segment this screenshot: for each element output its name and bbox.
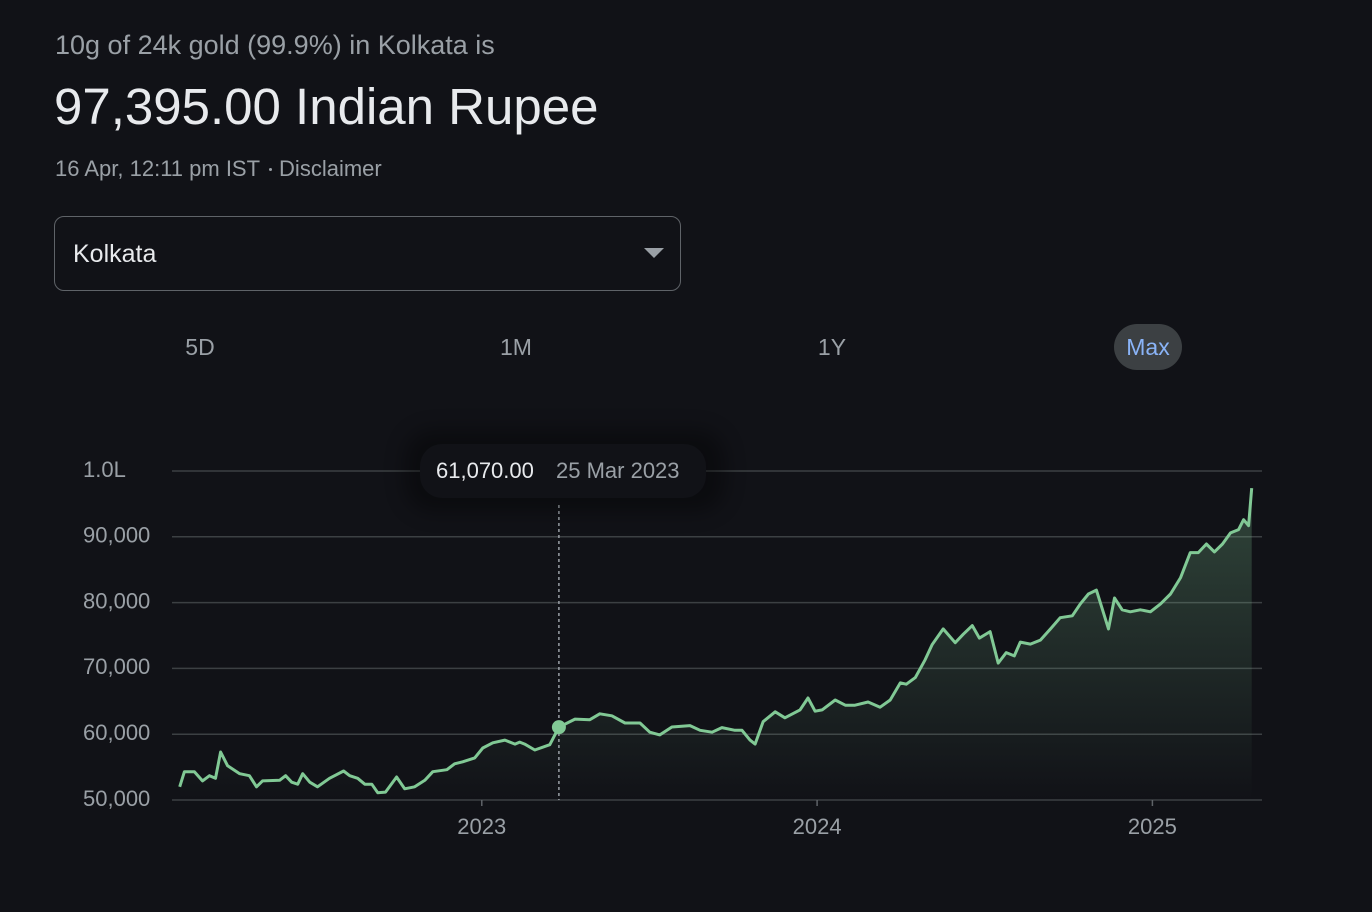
timestamp: 16 Apr, 12:11 pm IST — [55, 156, 261, 181]
y-tick-label: 90,000 — [83, 523, 150, 548]
subtitle: 10g of 24k gold (99.9%) in Kolkata is — [55, 30, 495, 60]
range-button[interactable]: 1M — [500, 334, 532, 360]
tooltip-value: 61,070.00 — [436, 458, 534, 483]
y-tick-label: 50,000 — [83, 786, 150, 811]
disclaimer-link[interactable]: Disclaimer — [279, 156, 382, 181]
range-button[interactable]: 5D — [185, 334, 215, 360]
area — [179, 488, 1252, 800]
tooltip-box — [420, 444, 706, 498]
tooltip: 61,070.00 25 Mar 2023 — [405, 430, 725, 512]
y-tick-label: 70,000 — [83, 654, 150, 679]
range-button[interactable]: Max — [1114, 324, 1182, 370]
x-tick-label: 2024 — [793, 814, 842, 839]
x-tick-label: 2025 — [1128, 814, 1177, 839]
y-tick-label: 80,000 — [83, 588, 150, 613]
dropdown-value: Kolkata — [73, 240, 157, 268]
x-tick-label: 2023 — [457, 814, 506, 839]
range-button[interactable]: 1Y — [817, 334, 847, 360]
price: 97,395.00 Indian Rupee — [54, 78, 599, 135]
tooltip-date: 25 Mar 2023 — [556, 458, 680, 483]
y-tick-label: 1.0L — [83, 457, 126, 482]
y-tick-label: 60,000 — [83, 720, 150, 745]
hover-point — [551, 720, 566, 735]
separator — [269, 168, 273, 171]
dropdown-caret — [644, 248, 664, 258]
timestamp-row: 16 Apr, 12:11 pm IST Disclaimer — [55, 156, 382, 182]
price-line — [178, 487, 1254, 795]
location-dropdown[interactable]: Kolkata — [54, 216, 681, 291]
